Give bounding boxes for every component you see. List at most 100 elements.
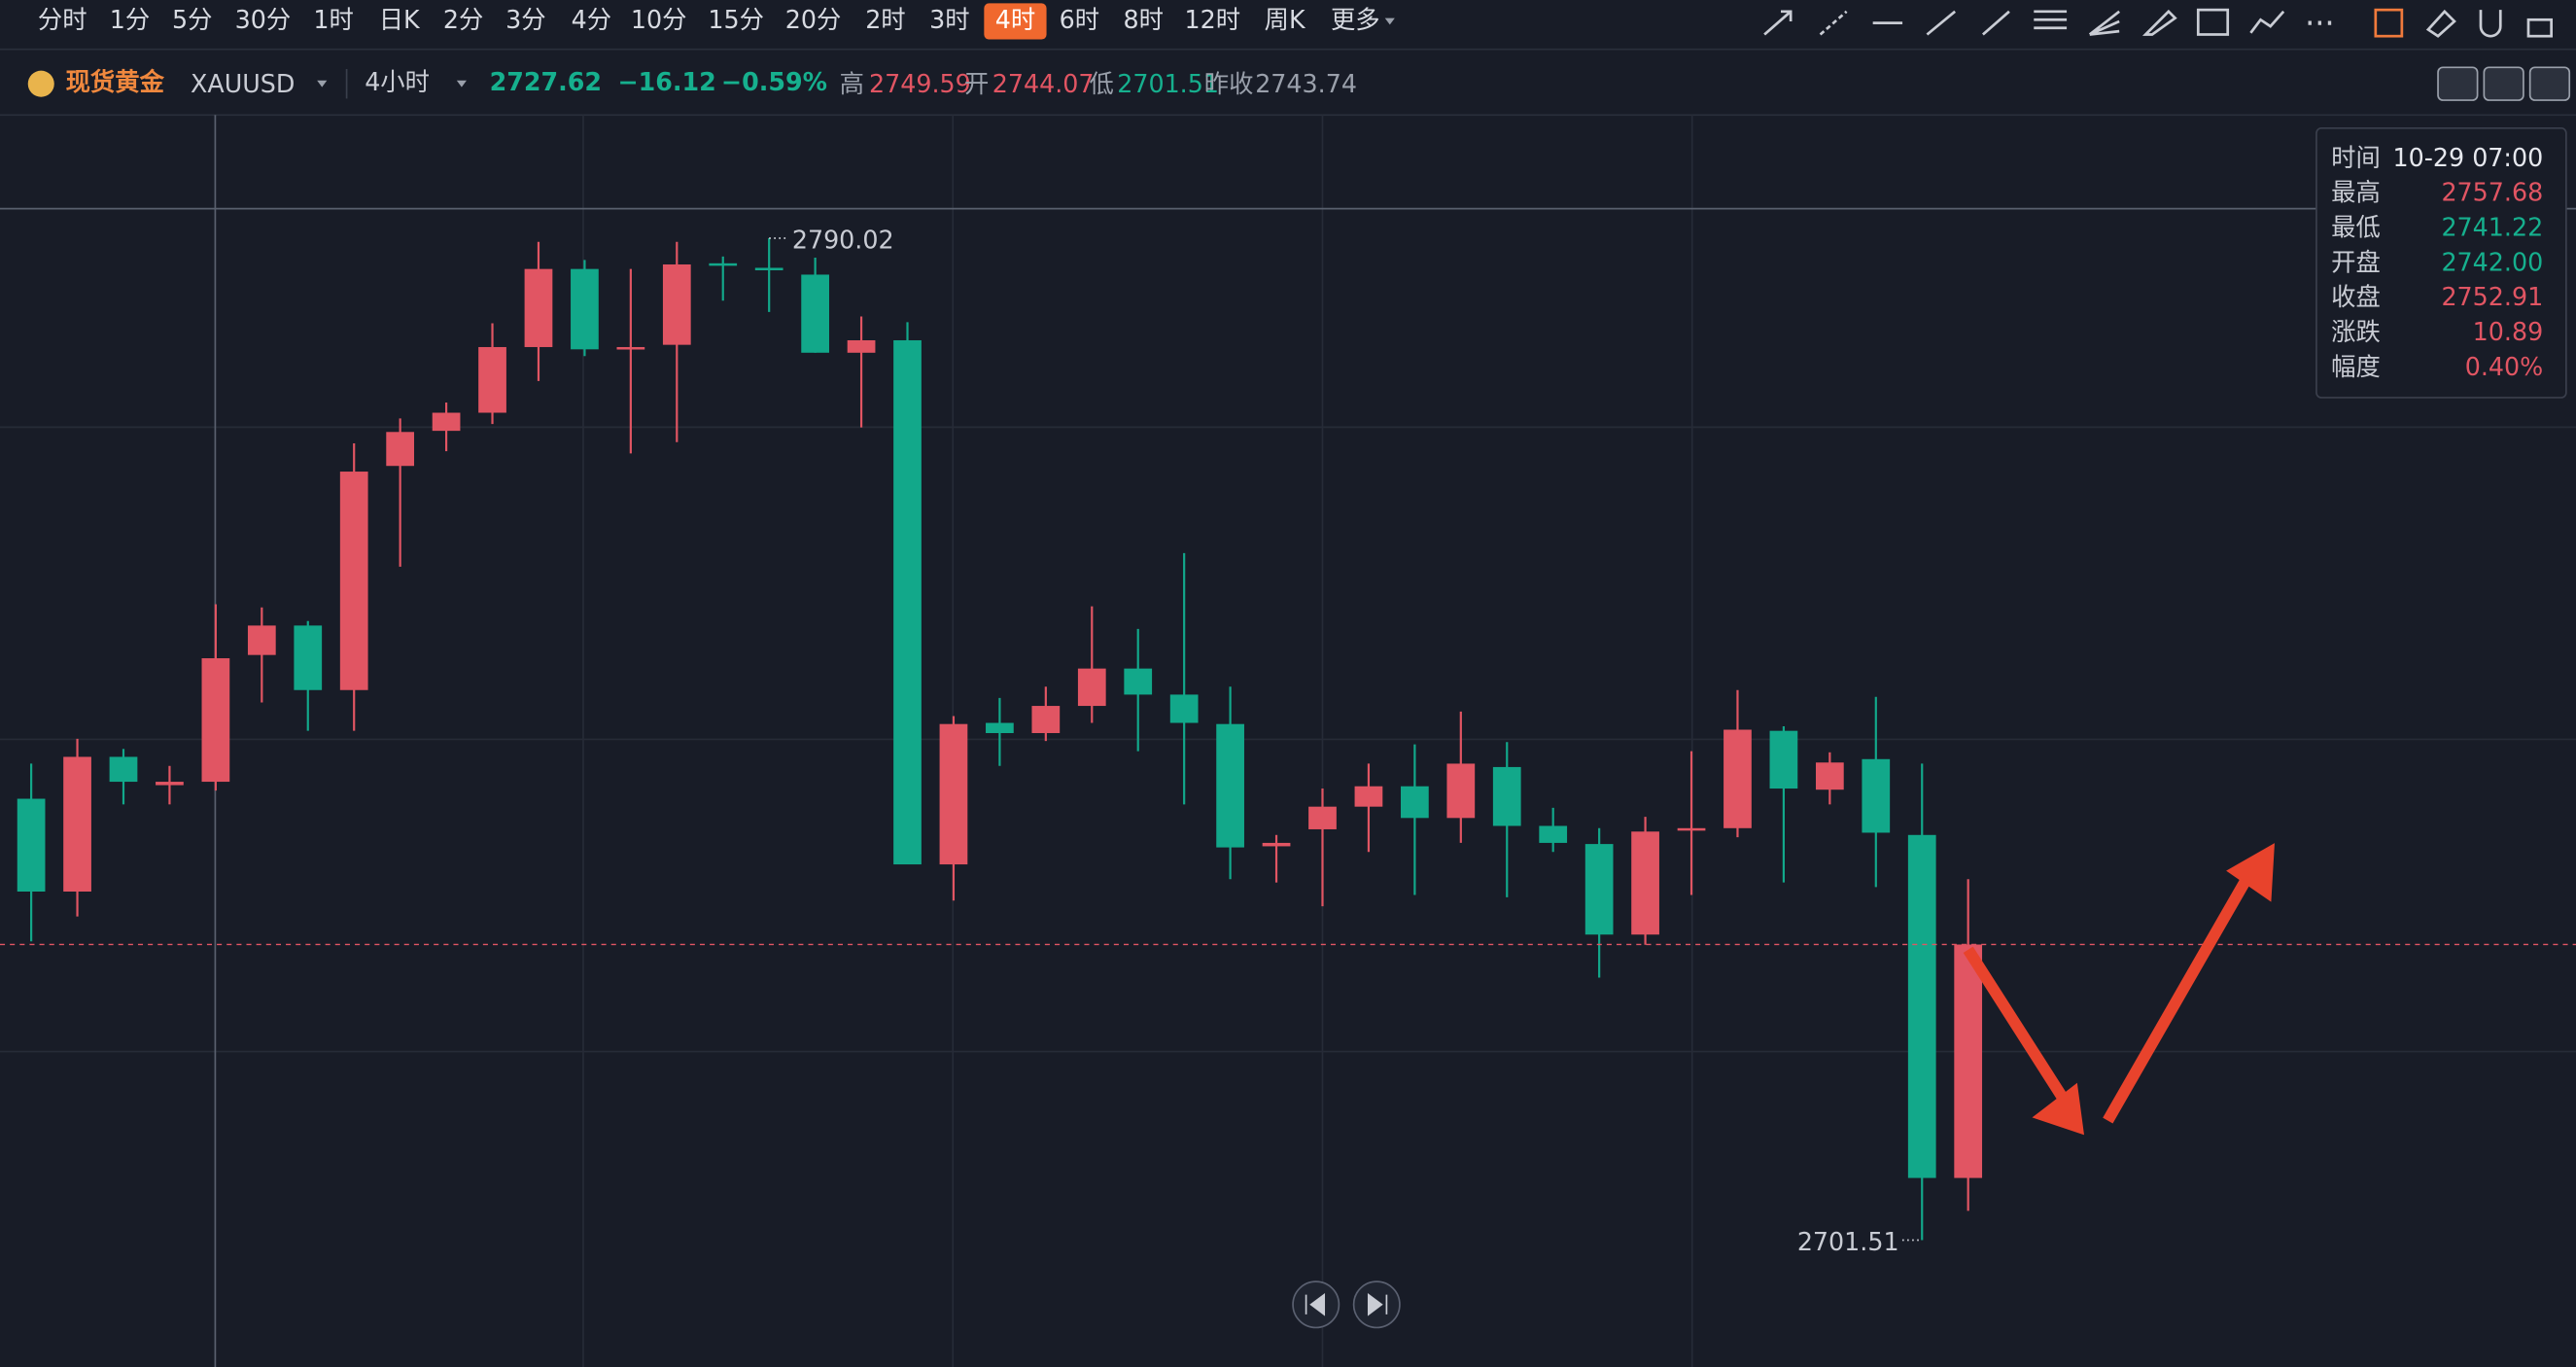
period-tab[interactable]: 4分 [572, 5, 611, 34]
period-active-bg [984, 3, 1047, 40]
candle-body [247, 625, 276, 655]
indicator-button[interactable] [2437, 66, 2479, 101]
arrow-head [2032, 1082, 2085, 1136]
candle-body [616, 346, 645, 350]
period-tab[interactable]: 更多 [1331, 5, 1380, 34]
period-tab[interactable]: 1分 [110, 5, 150, 34]
high-value: 2749.59 [869, 69, 971, 98]
tooltip [2315, 126, 2567, 399]
period-tab[interactable]: 15分 [708, 5, 764, 34]
tool-ray[interactable] [1763, 10, 1793, 36]
tooltip-value: 2741.22 [2441, 213, 2543, 242]
caret [317, 80, 328, 88]
user-arrows [1963, 843, 2275, 1136]
tool-brush[interactable] [2141, 9, 2177, 36]
period-tab[interactable]: 2分 [443, 5, 483, 34]
period-tab[interactable]: 3时 [929, 5, 969, 34]
min-label: 2701.51 [1797, 1227, 1899, 1256]
candle-body [524, 268, 553, 347]
next-icon [1367, 1292, 1388, 1316]
candle-body [1539, 825, 1568, 843]
last-price: 2727.62 [490, 67, 602, 96]
arrow-up [2103, 874, 2253, 1124]
candle-body [939, 723, 968, 865]
period-tab[interactable]: 20分 [785, 5, 842, 34]
chart-settings [2437, 66, 2571, 101]
period-tab[interactable]: 1时 [313, 5, 353, 34]
max-label: 2790.02 [792, 225, 894, 254]
candle-body [1216, 723, 1244, 848]
tooltip-label: 最低 [2331, 213, 2381, 242]
draw-button[interactable] [2483, 66, 2524, 101]
tool-pen[interactable] [1982, 10, 2010, 36]
period-tab[interactable]: 6时 [1060, 5, 1099, 34]
tool-lock[interactable] [2526, 18, 2554, 38]
candle-body [63, 756, 91, 892]
period-tab[interactable]: 4时 [995, 5, 1035, 34]
open-label: 开 [964, 69, 989, 98]
candle-body [17, 798, 46, 892]
period-tab[interactable]: 分时 [38, 5, 87, 34]
symbol-code[interactable]: XAUUSD [191, 69, 295, 98]
tool-fib[interactable] [2034, 10, 2068, 30]
period-tab[interactable]: 5分 [172, 5, 212, 34]
drawing-tools [1763, 8, 2554, 38]
period-tab[interactable]: 8时 [1124, 5, 1164, 34]
period-tab[interactable]: 3分 [505, 5, 545, 34]
tooltip-label: 最高 [2331, 178, 2381, 207]
candle-body [1769, 730, 1798, 789]
arrow-head [2226, 843, 2275, 902]
candle-body [109, 756, 138, 783]
tooltip-value: 10.89 [2473, 317, 2544, 346]
tool-image[interactable] [2196, 8, 2230, 36]
tooltip-value: 2752.91 [2441, 282, 2543, 311]
period-tab[interactable]: 12时 [1184, 5, 1240, 34]
interval[interactable]: 4小时 [365, 67, 430, 96]
period-tab[interactable]: 日K [379, 5, 421, 34]
period-tab[interactable]: 30分 [235, 5, 292, 34]
tooltip-value: 2742.00 [2441, 247, 2543, 276]
tool-edit[interactable] [2374, 8, 2404, 38]
tool-eraser[interactable] [2425, 9, 2456, 38]
tooltip-value: 0.40% [2465, 352, 2543, 381]
candle-body [478, 346, 506, 413]
candle-body [1584, 844, 1614, 935]
tooltip-label: 收盘 [2331, 282, 2381, 311]
caret [1384, 18, 1395, 25]
period-tab[interactable]: 10分 [631, 5, 687, 34]
candle-body [1354, 786, 1383, 807]
prev-close-value: 2743.74 [1255, 69, 1357, 98]
tool-extend[interactable] [1819, 10, 1848, 36]
tooltip-label: 开盘 [2331, 247, 2381, 276]
candle-body [1815, 762, 1844, 790]
candle-body [893, 339, 922, 865]
candle-body [1446, 763, 1476, 819]
candle-body [156, 782, 184, 786]
tool-segment[interactable] [1926, 10, 1957, 36]
period-tab[interactable]: 周K [1265, 5, 1306, 34]
candle-body [1124, 668, 1153, 695]
candle-body [1907, 834, 1936, 1178]
tool-fan[interactable] [2088, 10, 2120, 36]
candle-body [1031, 706, 1061, 733]
tool-magnet[interactable] [2479, 10, 2502, 38]
candle-body [662, 263, 691, 345]
style-button[interactable] [2528, 66, 2571, 101]
tool-trend[interactable] [2249, 10, 2285, 34]
candle-body [986, 722, 1014, 733]
tooltip-label: 涨跌 [2331, 317, 2381, 346]
candle-body [1169, 694, 1199, 723]
price-change-pct: −0.59% [721, 67, 827, 96]
plot: 2790.02 2701.51 [0, 225, 2576, 1256]
symbol-name[interactable]: 现货黄金 [66, 67, 165, 96]
candle-body [1492, 766, 1521, 826]
tooltip-value: 10-29 07:00 [2393, 143, 2544, 172]
prev-close-label: 昨收 [1204, 69, 1254, 98]
candle-body [1723, 729, 1752, 828]
candle-body [709, 263, 738, 266]
candle-body [294, 625, 323, 690]
candle-body [801, 274, 829, 353]
period-tab[interactable]: 2时 [865, 5, 905, 34]
